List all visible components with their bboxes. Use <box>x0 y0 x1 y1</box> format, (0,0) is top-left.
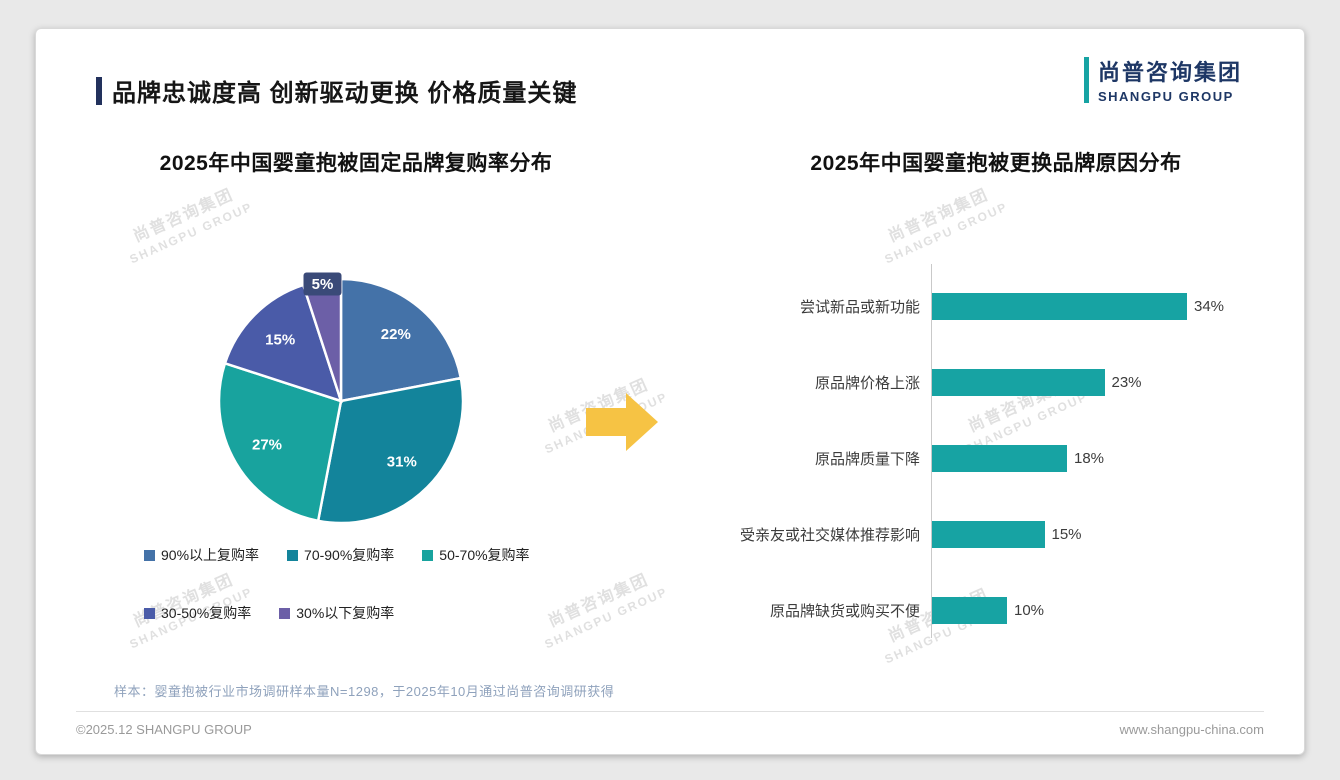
bar-fill <box>932 444 1067 472</box>
sample-note: 样本：婴童抱被行业市场调研样本量N=1298，于2025年10月通过尚普咨询调研… <box>114 684 615 699</box>
bar-value-label: 10% <box>1014 601 1045 619</box>
legend-label: 70-90%复购率 <box>304 547 395 563</box>
legend-item: 90%以上复购率 <box>144 545 259 565</box>
pie-svg: 22% 31% 27% 15% 5% <box>217 272 465 525</box>
title-accent-bar <box>96 76 102 105</box>
legend-label: 30-50%复购率 <box>161 605 252 621</box>
legend-marker-icon <box>144 549 155 561</box>
page-title: 品牌忠诚度高 创新驱动更换 价格质量关键 <box>112 80 578 107</box>
pie-data-label: 31% <box>387 453 417 470</box>
bar-row: 尝试新品或新功能 34% <box>716 268 1276 344</box>
legend-item: 70-90%复购率 <box>287 545 394 565</box>
legend-row: 30-50%复购率 30%以下复购率 <box>144 603 530 623</box>
bar-value-label: 34% <box>1194 297 1225 315</box>
company-logo: 尚普咨询集团 SHANGPU GROUP <box>1083 55 1242 104</box>
legend-item: 30%以下复购率 <box>279 603 394 623</box>
pie-label-box <box>303 272 342 296</box>
legend-label: 30%以下复购率 <box>296 605 395 621</box>
arrow-right-icon <box>586 393 658 451</box>
bar-category-label: 受亲友或社交媒体推荐影响 <box>739 526 920 544</box>
logo-name-en: SHANGPU GROUP <box>1097 89 1234 104</box>
pie-slice <box>316 376 465 525</box>
bar-category-label: 原品牌价格上涨 <box>814 374 920 392</box>
legend-row: 90%以上复购率 70-90%复购率 50-70%复购率 <box>144 545 530 565</box>
bar-row: 受亲友或社交媒体推荐影响 15% <box>716 496 1276 572</box>
pie-chart: 22% 31% 27% 15% 5% <box>181 251 501 551</box>
pie-data-label: 27% <box>252 436 282 453</box>
pie-slice <box>339 277 463 403</box>
pie-legend: 90%以上复购率 70-90%复购率 50-70%复购率 30-50%复购率 30%以下… <box>144 545 530 661</box>
pie-slice <box>217 361 343 523</box>
bar-fill <box>932 596 1007 624</box>
legend-marker-icon <box>144 607 155 619</box>
logo-name-cn: 尚普咨询集团 <box>1097 60 1242 85</box>
legend-label: 50-70%复购率 <box>439 547 530 563</box>
bar-value-label: 18% <box>1074 449 1105 467</box>
bar-chart-title: 2025年中国婴童抱被更换品牌原因分布 <box>810 152 1182 175</box>
footer: ©2025.12 SHANGPU GROUP www.shangpu-china… <box>76 722 1264 737</box>
bar-value-label: 23% <box>1111 373 1142 391</box>
legend-marker-icon <box>287 549 299 561</box>
logo-text: 尚普咨询集团 SHANGPU GROUP <box>1098 55 1242 104</box>
legend-item: 30-50%复购率 <box>144 603 251 623</box>
bar-fill <box>932 368 1105 396</box>
bar-row: 原品牌质量下降 18% <box>716 420 1276 496</box>
transition-arrow <box>586 391 658 453</box>
bar-category-label: 尝试新品或新功能 <box>799 298 920 316</box>
bar-chart-section: 2025年中国婴童抱被更换品牌原因分布 尝试新品或新功能 34% 原品牌价格上涨 23… <box>716 147 1276 692</box>
bar-chart: 尝试新品或新功能 34% 原品牌价格上涨 23% 原品牌质量下降 18% 受亲友或社交媒体推… <box>716 268 1276 648</box>
legend-item: 50-70%复购率 <box>422 545 530 565</box>
pie-data-label: 15% <box>265 332 295 349</box>
website-text: www.shangpu-china.com <box>1119 722 1264 737</box>
bar-row: 原品牌缺货或购买不便 10% <box>716 572 1276 648</box>
legend-label: 90%以上复购率 <box>161 547 260 563</box>
copyright-text: ©2025.12 SHANGPU GROUP <box>76 722 252 737</box>
legend-marker-icon <box>422 549 434 561</box>
bar-row: 原品牌价格上涨 23% <box>716 344 1276 420</box>
bar-value-label: 15% <box>1051 525 1082 543</box>
legend-marker-icon <box>279 607 291 619</box>
bar-fill <box>932 292 1187 320</box>
bar-fill <box>932 520 1045 548</box>
pie-chart-section: 2025年中国婴童抱被固定品牌复购率分布 22% 31% 27% 15% 5% 90%以… <box>76 147 636 692</box>
bar-axis-line <box>931 264 932 638</box>
page-title-row: 品牌忠诚度高 创新驱动更换 价格质量关键 <box>96 73 577 108</box>
slide-content: 品牌忠诚度高 创新驱动更换 价格质量关键 尚普咨询集团 SHANGPU GROU… <box>36 29 1304 754</box>
bar-category-label: 原品牌缺货或购买不便 <box>769 602 920 620</box>
bar-category-label: 原品牌质量下降 <box>814 450 920 468</box>
pie-data-label: 22% <box>381 326 411 343</box>
logo-accent-bar <box>1083 56 1089 103</box>
arrow-right-shape <box>586 393 658 451</box>
slide-card: 尚普咨询集团 SHANGPU GROUP 尚普咨询集团 SHANGPU GROUP 尚普… <box>35 28 1305 755</box>
footer-divider <box>76 711 1264 712</box>
pie-data-label: 5% <box>312 276 334 293</box>
pie-chart-title: 2025年中国婴童抱被固定品牌复购率分布 <box>159 152 553 175</box>
